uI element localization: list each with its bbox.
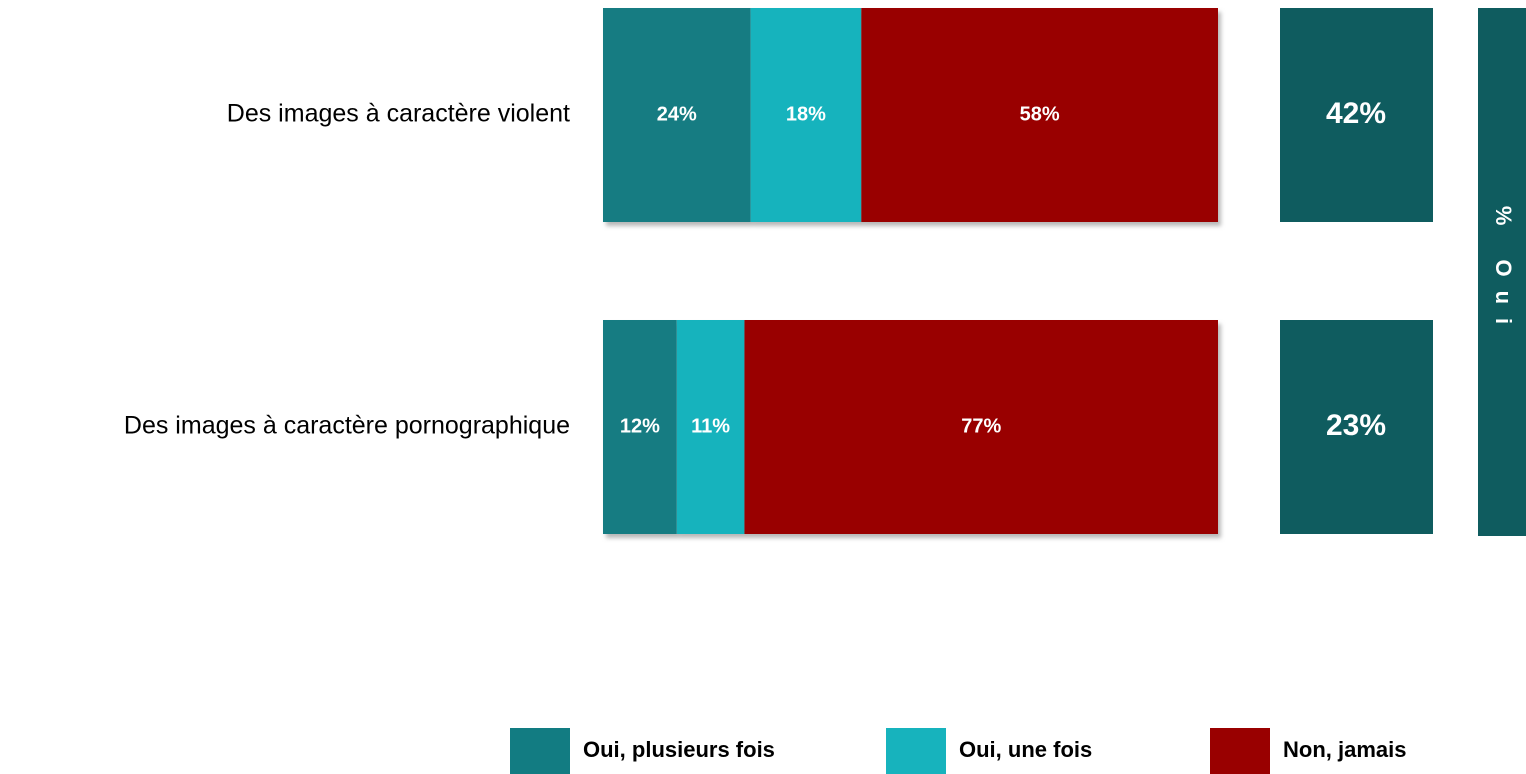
value-label: 77% [961,415,1001,437]
totals-header: % Oui [1491,206,1516,338]
category-label: Des images à caractère pornographique [124,412,570,440]
bar-group [603,8,1218,222]
bar-segment [750,8,862,222]
value-label: 24% [657,103,697,125]
value-label: 58% [1020,103,1060,125]
total-box [1280,320,1433,534]
totals-header-bar [1478,8,1526,536]
legend-swatch [886,728,946,774]
total-label: 23% [1326,409,1386,442]
legend-swatch [1210,728,1270,774]
bar-segment [603,8,751,222]
value-label: 18% [786,103,826,125]
value-label: 11% [691,415,730,437]
legend-label: Oui, une fois [959,737,1092,762]
legend-swatch [510,728,570,774]
legend-label: Oui, plusieurs fois [583,737,775,762]
bar-segment [861,8,1218,222]
bar-segment [676,320,745,534]
value-label: 12% [620,415,660,437]
category-label: Des images à caractère violent [227,100,570,128]
bar-group [603,320,1218,534]
bar-segment [603,320,677,534]
total-box [1280,8,1433,222]
bar-segment [744,320,1218,534]
legend-label: Non, jamais [1283,737,1406,762]
total-label: 42% [1326,97,1386,130]
